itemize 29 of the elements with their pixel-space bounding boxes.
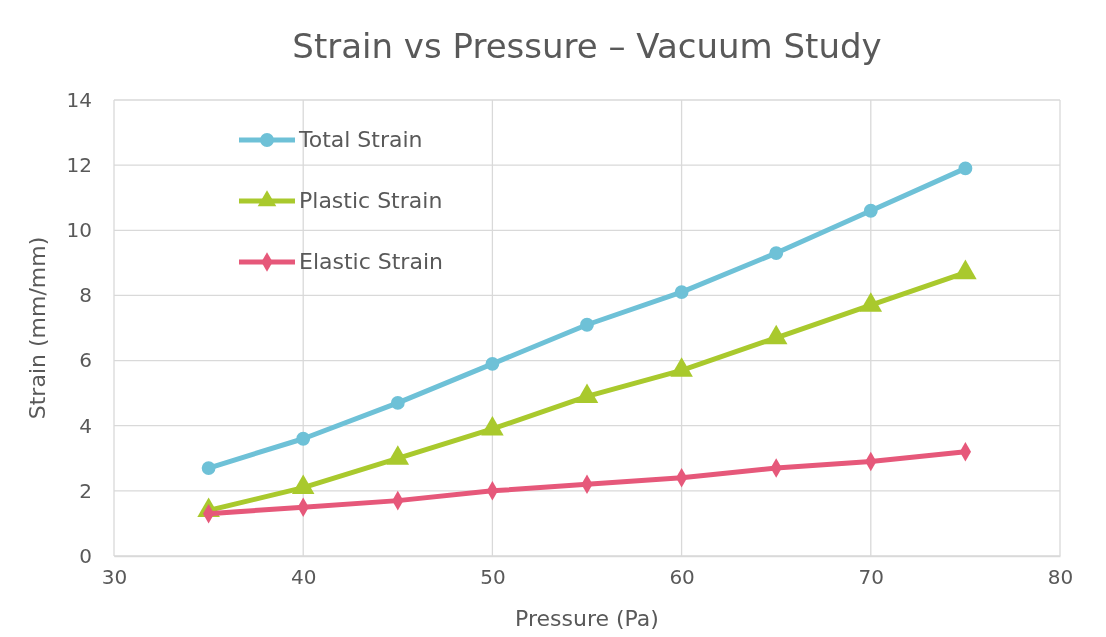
y-tick-label: 0 <box>79 543 92 568</box>
legend-label: Plastic Strain <box>299 188 443 213</box>
point <box>863 203 878 218</box>
y-tick-label: 8 <box>79 283 92 308</box>
legend-label: Total Strain <box>298 127 423 152</box>
point <box>580 317 594 332</box>
point <box>390 396 405 410</box>
x-tick-label: 80 <box>1047 565 1074 590</box>
point <box>201 461 216 475</box>
x-tick-label: 70 <box>858 565 885 590</box>
point <box>674 285 689 300</box>
y-tick-label: 14 <box>66 87 92 112</box>
y-tick-label: 4 <box>79 413 92 438</box>
y-tick-label: 10 <box>66 218 92 243</box>
point <box>485 356 500 371</box>
legend-label: Elastic Strain <box>299 249 443 274</box>
x-tick-label: 40 <box>290 565 317 590</box>
point <box>769 246 784 260</box>
y-tick-label: 6 <box>79 348 92 373</box>
point <box>296 431 311 446</box>
y-axis-title: Strain (mm/mm) <box>25 236 50 420</box>
point <box>958 161 973 176</box>
y-tick-label: 12 <box>66 153 92 178</box>
chart-title: Strain vs Pressure – Vacuum Study <box>292 26 882 66</box>
x-tick-label: 30 <box>101 565 128 590</box>
x-tick-label: 50 <box>480 565 506 590</box>
y-tick-label: 2 <box>79 478 92 503</box>
x-axis-title: Pressure (Pa) <box>515 606 659 631</box>
x-tick-label: 60 <box>669 565 695 590</box>
